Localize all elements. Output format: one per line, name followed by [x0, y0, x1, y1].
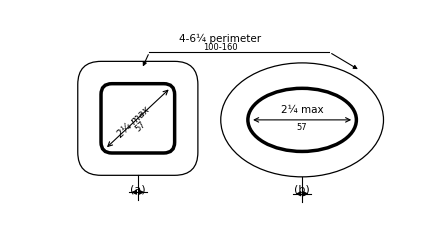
Ellipse shape [248, 88, 356, 151]
Text: (a): (a) [130, 184, 145, 194]
Text: 57: 57 [134, 119, 148, 133]
Ellipse shape [221, 63, 384, 177]
FancyBboxPatch shape [78, 61, 198, 175]
Text: 4-6¼ perimeter: 4-6¼ perimeter [179, 34, 261, 44]
Text: 57: 57 [297, 123, 307, 132]
Text: (b): (b) [294, 184, 310, 194]
FancyBboxPatch shape [101, 84, 174, 153]
Text: 100-160: 100-160 [203, 43, 237, 52]
Text: 2¼ max: 2¼ max [281, 105, 323, 115]
Text: 2¼ max: 2¼ max [116, 105, 152, 140]
